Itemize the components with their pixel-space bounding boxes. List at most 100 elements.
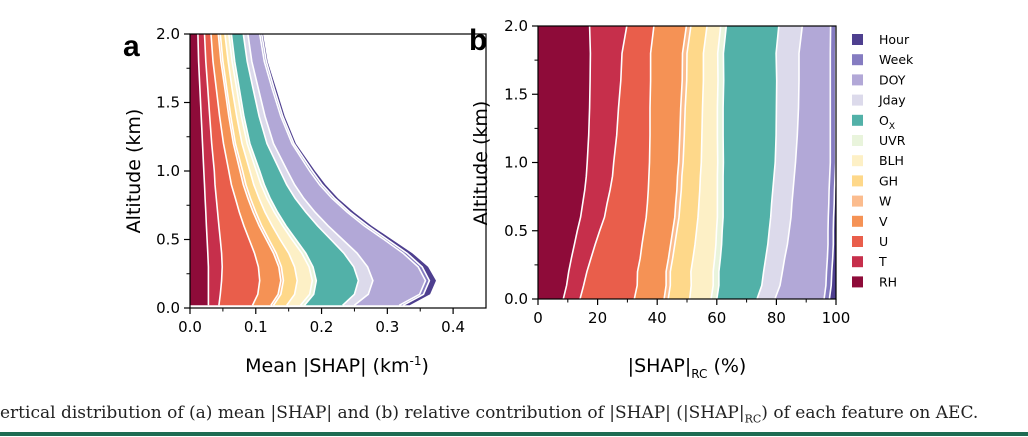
legend-label-jday: Jday (878, 93, 906, 108)
legend-label-v: V (879, 214, 888, 229)
panel-a-boundary-week (260, 34, 431, 307)
panel-b-area-w (664, 26, 691, 299)
panel-b-label: b (469, 24, 487, 57)
panel-b-xtick-label: 20 (588, 309, 607, 327)
panel-a-ytick-label: 1.5 (156, 94, 180, 112)
legend-swatch-uvr (852, 135, 863, 146)
panel-b-boundary-blh (710, 26, 722, 299)
panel-b: 0 20 40 60 80 100 0.0 0.5 1.0 1.5 2.0 b Altitude (… (469, 17, 850, 381)
panel-a-ytick-label: 2.0 (156, 25, 180, 43)
panel-b-ytick-label: 2.0 (504, 17, 528, 35)
panel-b-xlabel: |SHAP|RC (%) (628, 355, 747, 381)
panel-a-xlabel: Mean |SHAP| (km-1) (245, 354, 429, 377)
panel-a: 0.0 0.1 0.2 0.3 0.4 0.0 0.5 1.0 1.5 2.0 a Altitud… (123, 25, 487, 377)
panel-b-ytick-label: 1.0 (504, 154, 528, 172)
caption-sub: RC (744, 412, 762, 426)
legend-swatch-w (852, 195, 863, 207)
panel-a-boundary-jday (247, 34, 374, 306)
panel-a-boundary-gh (224, 34, 299, 306)
panel-a-area-doy (247, 34, 426, 306)
panel-a-boundary-blh (228, 34, 314, 306)
panel-a-xtick-label: 0.4 (441, 318, 465, 336)
panel-b-ylabel: Altitude (km) (470, 101, 492, 226)
legend-label-uvr: UVR (879, 133, 906, 148)
panel-a-boundary-v (217, 34, 282, 306)
panel-a-ytick-label: 0.0 (156, 299, 180, 317)
legend-swatch-blh (852, 155, 863, 167)
legend-swatch-t (852, 256, 863, 268)
panel-b-area-u (580, 26, 654, 299)
legend-label-gh: GH (879, 173, 898, 188)
panel-a-ylabel: Altitude (km) (123, 109, 145, 234)
legend-label-week: Week (879, 52, 914, 67)
panel-b-boundary-uvr (716, 26, 728, 299)
panel-b-area-hour (829, 26, 836, 299)
panel-b-xtick-label: 100 (822, 309, 851, 327)
panel-b-area-gh (668, 26, 707, 299)
panel-b-xtick-label: 0 (533, 309, 543, 327)
panel-b-area-jday (757, 26, 803, 299)
legend-label-rh: RH (879, 274, 897, 289)
panel-a-area-gh (220, 34, 298, 306)
legend-swatch-doy (852, 74, 863, 86)
panel-a-xtick-label: 0.3 (375, 318, 399, 336)
panel-a-ytick-label: 1.0 (156, 162, 180, 180)
legend-swatch-week (852, 54, 863, 66)
panel-a-ytick-label: 0.5 (156, 231, 180, 249)
panel-b-area-blh (689, 26, 721, 299)
panel-b-boundary-w (667, 26, 692, 299)
legend-label-hour: Hour (879, 32, 910, 47)
caption-text-b: ) of each feature on AEC. (761, 403, 979, 423)
legend-label-doy: DOY (879, 72, 906, 87)
panel-a-boundary-doy (258, 34, 427, 307)
legend-swatch-o (852, 114, 863, 126)
panel-b-area-doy (774, 26, 831, 299)
panel-a-area-rh (190, 34, 209, 306)
legend-label-w: W (879, 194, 891, 209)
panel-a-xtick-label: 0.0 (178, 318, 202, 336)
panel-a-label: a (123, 30, 140, 63)
legend-swatch-v (852, 215, 863, 227)
legend-label-blh: BLH (879, 153, 904, 168)
panel-b-boundary-o (756, 26, 780, 299)
panel-b-boundary-v (663, 26, 688, 299)
legend-label-t: T (878, 254, 887, 269)
panel-b-boundary-doy (823, 26, 832, 299)
panel-a-xlabel-tail: ) (421, 355, 428, 377)
legend-swatch-rh (852, 276, 863, 288)
panel-a-xlabel-main: Mean |SHAP| (km (245, 355, 409, 377)
panel-b-xlabel-sub: RC (691, 367, 707, 381)
panel-a-xtick-label: 0.2 (310, 318, 334, 336)
panel-b-boundary-u (633, 26, 655, 299)
panel-a-area-u (204, 34, 260, 306)
panel-b-area-uvr (711, 26, 727, 299)
legend-swatch-u (852, 236, 863, 247)
legend-swatch-jday (852, 94, 863, 106)
panel-a-boundary-o (242, 34, 360, 306)
caption-text-a: ertical distribution of (a) mean |SHAP| … (0, 403, 745, 423)
legend-label-o: OX (879, 113, 895, 132)
bottom-rule (0, 432, 1028, 436)
panel-a-area-o (231, 34, 359, 306)
panel-b-areas (538, 26, 836, 299)
panel-a-boundary-t (203, 34, 224, 306)
panel-b-area-o (716, 26, 779, 299)
panel-a-boundary-rh (197, 34, 210, 306)
figure-caption: ertical distribution of (a) mean |SHAP| … (0, 403, 1028, 425)
panel-b-xlabel-tail: (%) (707, 355, 746, 377)
legend-swatch-gh (852, 175, 863, 187)
panel-a-xlabel-sup: -1 (410, 354, 422, 368)
panel-a-boundary-u (210, 34, 261, 306)
panel-b-xtick-label: 60 (707, 309, 726, 327)
panel-a-ticks: 0.0 0.1 0.2 0.3 0.4 0.0 0.5 1.0 1.5 2.0 (156, 25, 465, 336)
panel-b-boundary-t (579, 26, 628, 299)
panel-a-xtick-label: 0.1 (244, 318, 268, 336)
panel-b-ytick-label: 0.0 (504, 290, 528, 308)
panel-b-ticks: 0 20 40 60 80 100 0.0 0.5 1.0 1.5 2.0 (504, 17, 850, 327)
panel-b-ytick-label: 1.5 (504, 85, 528, 103)
panel-b-xtick-label: 40 (648, 309, 667, 327)
legend-label-u: U (879, 234, 888, 249)
legend-label-sub: X (889, 122, 895, 132)
